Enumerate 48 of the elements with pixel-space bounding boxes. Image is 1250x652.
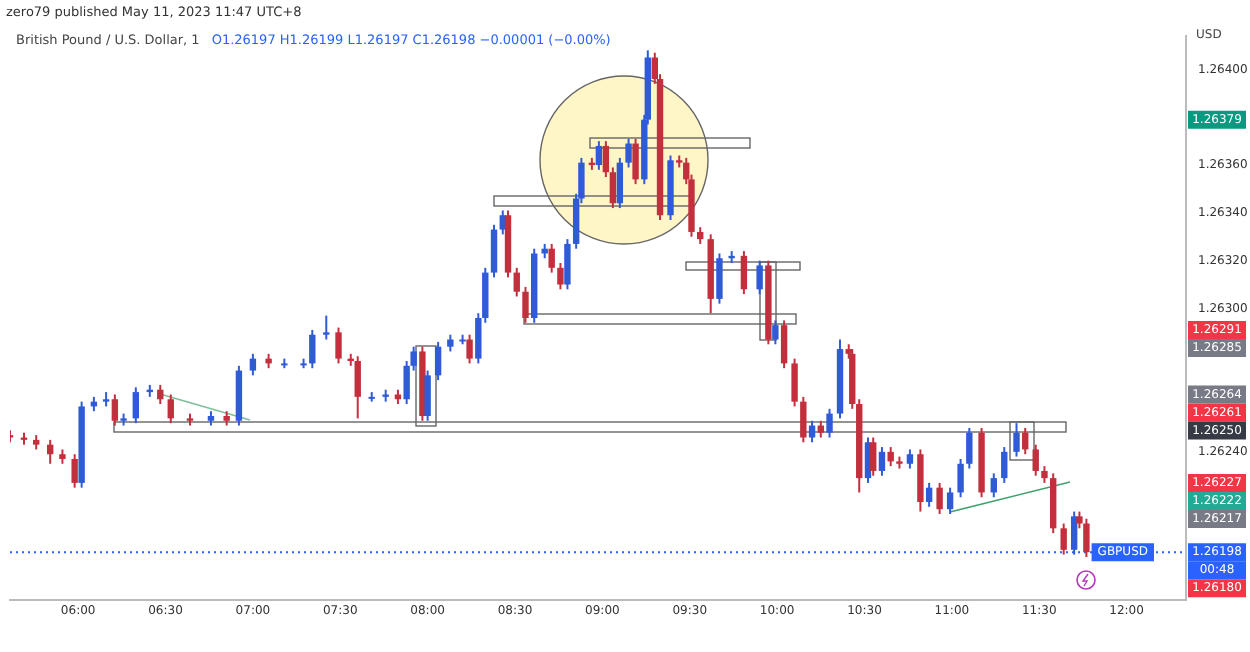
candlestick	[946, 486, 954, 515]
candlestick	[1022, 426, 1029, 456]
candlestick	[616, 156, 624, 210]
candlestick	[595, 140, 603, 171]
candlestick	[870, 436, 877, 477]
candlestick	[490, 223, 498, 279]
candlestick	[167, 393, 174, 425]
candlestick	[424, 369, 431, 422]
candlestick	[716, 252, 723, 305]
candlestick	[522, 285, 529, 324]
candlestick	[878, 446, 886, 477]
candlestick	[957, 458, 964, 499]
candlestick	[925, 481, 933, 508]
candlestick	[132, 386, 140, 425]
candlestick	[632, 137, 639, 186]
candlestick	[434, 340, 442, 382]
candlestick	[990, 472, 997, 499]
candlestick	[887, 446, 894, 468]
candlestick	[557, 262, 564, 291]
candlestick	[966, 426, 973, 470]
candlestick	[1013, 422, 1020, 458]
candlestick	[335, 326, 342, 365]
candlestick	[791, 357, 798, 408]
candlestick	[1070, 510, 1078, 556]
candlestick	[1032, 443, 1039, 477]
candlestick	[1001, 446, 1008, 484]
candlestick	[323, 314, 330, 341]
candlestick	[249, 352, 257, 377]
candlestick	[906, 448, 914, 470]
candlestick	[625, 137, 632, 169]
candlestick	[1060, 522, 1067, 556]
candlestick	[71, 453, 78, 489]
candlestick	[309, 328, 316, 370]
candlestick	[1083, 517, 1090, 558]
candlestick	[564, 238, 571, 291]
candlestick	[800, 395, 807, 444]
candlestick	[826, 407, 833, 439]
candlestick	[466, 333, 473, 365]
candlestick	[354, 355, 361, 420]
candlestick	[548, 242, 555, 274]
candlestick	[780, 319, 788, 370]
candlestick	[513, 266, 520, 298]
candlestick	[756, 259, 763, 296]
candlestick	[772, 319, 779, 346]
candlestick	[111, 393, 119, 427]
candlestick	[740, 250, 748, 296]
candlestick	[936, 481, 943, 515]
candlestick	[917, 448, 924, 513]
